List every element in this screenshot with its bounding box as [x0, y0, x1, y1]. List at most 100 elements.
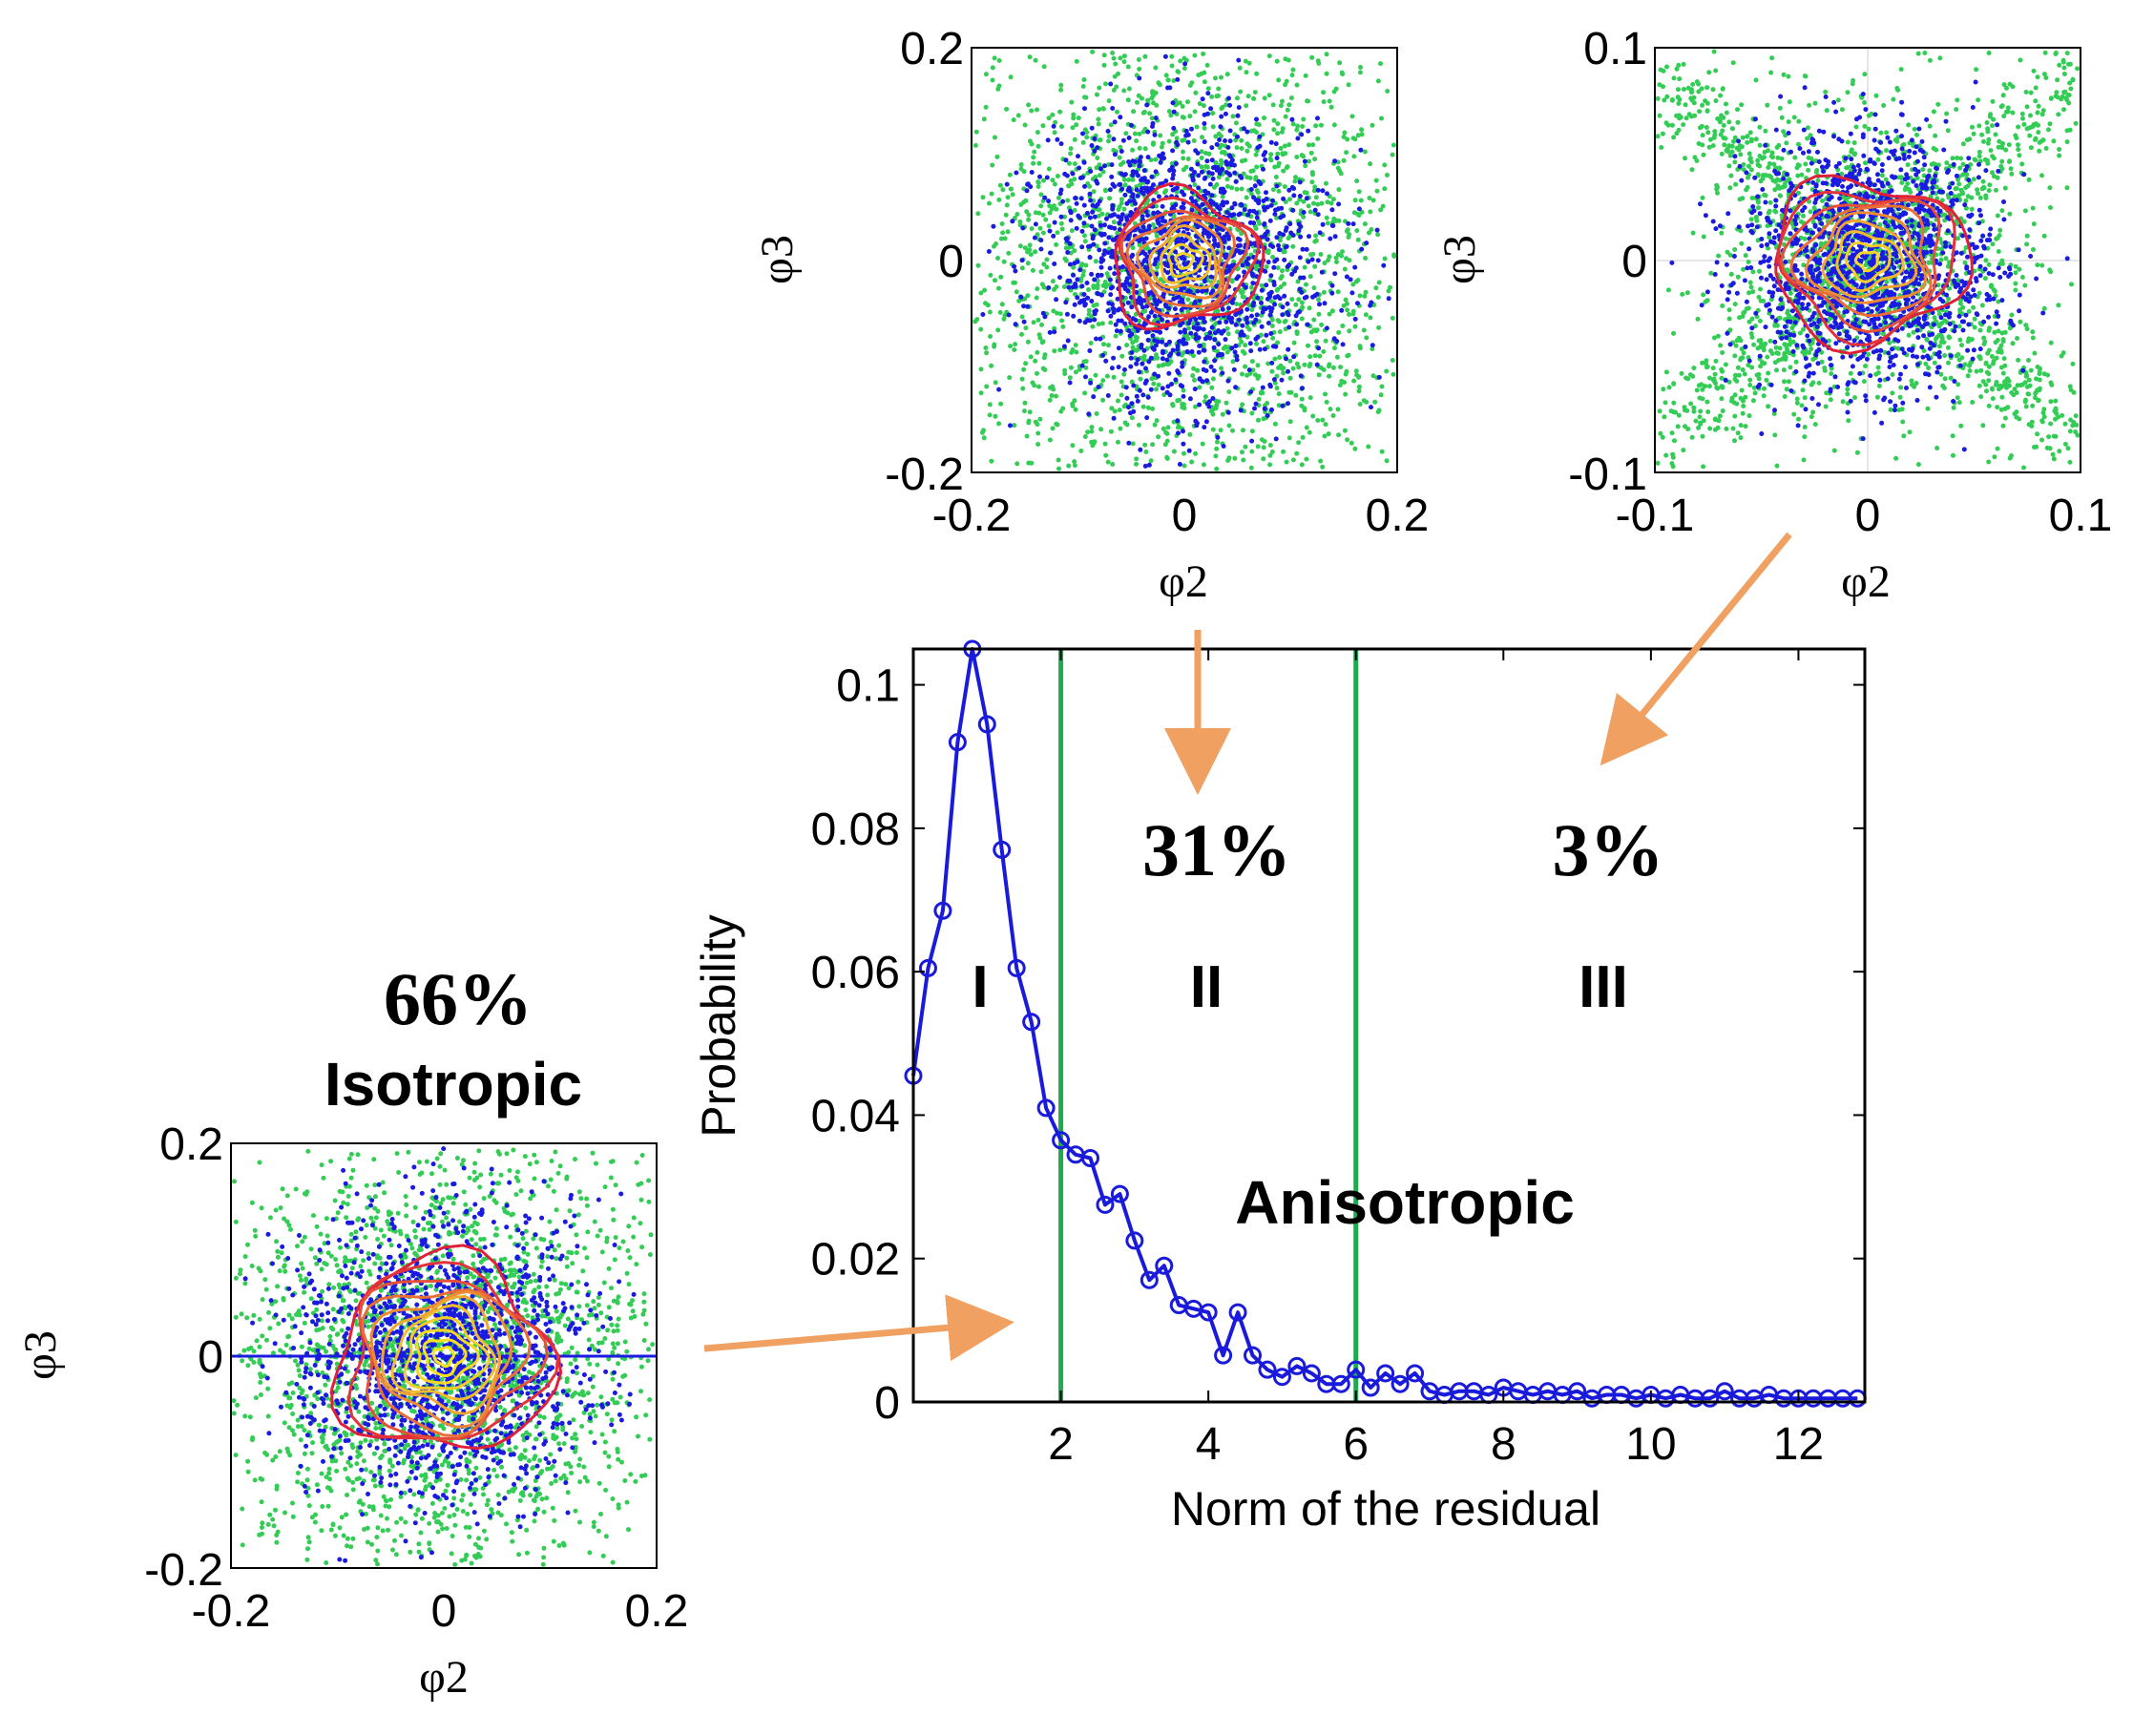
inset-region-3-plot-area [1655, 48, 2081, 473]
inset-contour-ring [1821, 219, 1918, 299]
x-tick-label: 2 [1048, 1419, 1074, 1470]
inset-contour-ring [1166, 242, 1204, 279]
main-plot-area [904, 639, 1867, 1408]
inset-contour-ring [403, 1316, 491, 1391]
data-point [1272, 1368, 1291, 1387]
inset-contour-ring [422, 1338, 468, 1377]
data-point [1110, 1184, 1129, 1203]
y-tick-label: 0.04 [811, 1091, 900, 1141]
isotropic-label: Isotropic [324, 1050, 582, 1119]
inset-region-1-frame [230, 1142, 658, 1569]
data-point [1096, 1195, 1115, 1214]
region-label-2: II [1190, 954, 1223, 1020]
inset-contour-ring [1114, 181, 1265, 331]
inset-region-3-y-label: φ3 [1434, 235, 1485, 284]
inset-contour-ring [1136, 218, 1224, 300]
inset-x-tick-label: -0.2 [192, 1586, 271, 1637]
y-tick-label: 0 [874, 1378, 900, 1429]
x-tick-label: 6 [1343, 1419, 1369, 1470]
data-point [1080, 1149, 1099, 1168]
main-plot-frame [911, 647, 1867, 1404]
inset-region-2-y-label: φ3 [752, 235, 803, 284]
inset-y-tick-label: -0.2 [885, 450, 964, 500]
inset-contour-ring [1125, 215, 1237, 308]
y-tick-label: 0.1 [836, 661, 900, 712]
data-point [1258, 1360, 1277, 1379]
inset-contour-ring [1779, 198, 1941, 334]
inset-contour-ring [346, 1261, 560, 1440]
inset-contour-ring [369, 1289, 513, 1429]
pct-region-3: 3% [1553, 808, 1664, 891]
data-point [1214, 1346, 1233, 1365]
inset-y-tick-label: 0 [938, 237, 964, 287]
inset-region-3-x-label: φ2 [1841, 556, 1891, 607]
inset-contour-ring [390, 1304, 497, 1401]
arrows [703, 532, 1792, 1362]
inset-x-tick-label: 0.2 [625, 1586, 689, 1637]
x-tick-label: 8 [1491, 1419, 1516, 1470]
data-point [1140, 1270, 1159, 1289]
data-point [1302, 1364, 1321, 1383]
data-point [1347, 1360, 1366, 1379]
data-point [977, 715, 996, 734]
inset-contour-ring [380, 1295, 502, 1415]
inset-region-1-y-label: φ3 [15, 1330, 66, 1380]
inset-contour-ring [1159, 233, 1212, 284]
inset-contour-ring [1853, 250, 1880, 273]
inset-y-tick-label: 0.2 [159, 1119, 223, 1170]
data-point [1022, 1013, 1041, 1032]
inset-x-tick-label: 0.1 [2049, 491, 2113, 541]
y-tick-label: 0.08 [811, 805, 900, 855]
data-point [1331, 1374, 1350, 1393]
inset-y-tick-label: 0 [198, 1332, 223, 1383]
main-chart: 2 4 6 8 10 12 0 0.02 0.04 0.06 0.08 0.1 Norm of th… [692, 639, 1867, 1536]
data-point [1391, 1374, 1410, 1393]
inset-y-tick-label: 0 [1621, 237, 1647, 287]
inset-y-tick-label: 0.2 [900, 24, 964, 74]
inset-x-tick-label: -0.1 [1616, 491, 1695, 541]
pct-region-2: 31% [1142, 808, 1291, 891]
inset-contour-ring [1844, 241, 1892, 283]
y-tick-label: 0.02 [811, 1235, 900, 1286]
inset-x-tick-label: 0 [431, 1586, 457, 1637]
arrow-region-1 [703, 1294, 1014, 1362]
inset-contour-ring [1789, 204, 1933, 318]
inset-y-tick-label: 0.1 [1583, 24, 1647, 74]
anisotropic-label: Anisotropic [1235, 1168, 1575, 1237]
pct-region-1: 66% [384, 957, 533, 1040]
inset-region-3-frame [1654, 47, 2081, 473]
inset-x-tick-label: 0 [1172, 491, 1198, 541]
inset-contour-ring [1804, 211, 1928, 304]
data-point [1007, 958, 1026, 977]
data-point [1244, 1346, 1263, 1365]
inset-contour-ring [1174, 251, 1196, 270]
data-point [993, 840, 1012, 859]
data-point [918, 958, 937, 977]
y-tick-label: 0.06 [811, 948, 900, 998]
x-axis-label: Norm of the residual [1171, 1482, 1600, 1536]
inset-region-2-plot-area [972, 49, 1397, 471]
data-point [1052, 1131, 1071, 1150]
inset-y-tick-label: -0.1 [1568, 450, 1647, 500]
inset-contour-ring [1835, 230, 1905, 293]
inset-scatter-points-inner [1669, 79, 2070, 452]
data-point [1228, 1303, 1247, 1322]
inset-contour-ring [1776, 190, 1956, 346]
y-axis-label: Probability [692, 914, 745, 1137]
x-tick-label: 10 [1625, 1419, 1676, 1470]
inset-region-1-ticks: -0.2 0 0.2 -0.2 0 0.2 [144, 1119, 688, 1637]
data-point [1155, 1256, 1174, 1275]
inset-x-tick-label: 0 [1855, 491, 1881, 541]
inset-scatter-region-2: -0.2 0 0.2 -0.2 0 0.2 φ2 φ3 [752, 24, 1429, 607]
data-point [1036, 1098, 1056, 1118]
inset-contour-ring [361, 1288, 532, 1438]
inset-region-1-x-label: φ2 [419, 1652, 469, 1703]
data-point [933, 901, 952, 920]
inset-contour-ring [330, 1244, 563, 1451]
inset-region-2-frame [971, 47, 1398, 473]
inset-scatter-region-3: -0.1 0 0.1 -0.1 0 0.1 φ2 φ3 [1434, 24, 2112, 607]
inset-contour-ring [414, 1328, 480, 1385]
inset-region-2-x-label: φ2 [1159, 556, 1208, 607]
x-tick-label: 12 [1773, 1419, 1824, 1470]
data-point [1199, 1303, 1218, 1322]
